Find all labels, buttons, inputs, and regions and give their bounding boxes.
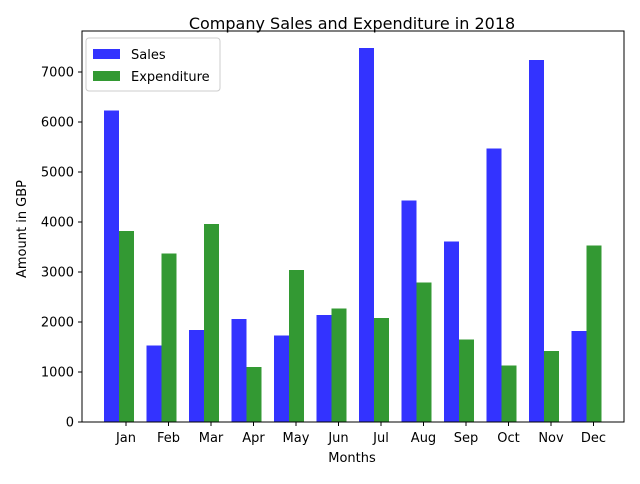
x-tick-label-jun: Jun [327, 431, 348, 446]
x-tick-label-nov: Nov [538, 431, 564, 446]
legend-swatch-sales [93, 49, 120, 59]
y-tick-label: 6000 [41, 116, 74, 131]
bar-sales-apr [232, 319, 247, 422]
chart-title: Company Sales and Expenditure in 2018 [189, 14, 515, 33]
legend-swatch-expenditure [93, 71, 120, 81]
bar-expenditure-feb [162, 254, 177, 423]
bar-expenditure-jun [332, 309, 347, 423]
x-tick-label-may: May [283, 431, 310, 446]
x-axis-label: Months [328, 451, 376, 466]
bar-sales-jan [104, 111, 119, 423]
y-tick-label: 3000 [41, 266, 74, 281]
bar-sales-jun [317, 315, 332, 422]
x-tick-label-apr: Apr [242, 431, 265, 446]
legend-label-sales: Sales [131, 48, 166, 63]
bar-sales-may [274, 336, 289, 423]
bar-expenditure-sep [459, 340, 474, 423]
bar-sales-dec [572, 331, 587, 422]
y-tick-label: 5000 [41, 166, 74, 181]
bar-expenditure-may [289, 270, 304, 422]
x-tick-label-oct: Oct [497, 431, 519, 446]
bar-sales-aug [402, 201, 417, 423]
x-tick-label-feb: Feb [157, 431, 180, 446]
y-tick-label: 1000 [41, 366, 74, 381]
x-tick-label-jul: Jul [372, 431, 389, 446]
bar-expenditure-oct [502, 366, 517, 423]
bar-sales-oct [487, 149, 502, 423]
x-tick-label-dec: Dec [581, 431, 606, 446]
bar-sales-feb [147, 346, 162, 423]
legend: Sales Expenditure [86, 38, 220, 91]
bar-sales-jul [359, 48, 374, 422]
bar-expenditure-aug [417, 283, 432, 423]
y-tick-label: 2000 [41, 316, 74, 331]
y-tick-label: 7000 [41, 66, 74, 81]
bar-expenditure-apr [247, 367, 262, 422]
y-axis-label: Amount in GBP [15, 180, 30, 278]
bar-expenditure-dec [587, 246, 602, 423]
bar-expenditure-nov [544, 351, 559, 422]
y-tick-label: 4000 [41, 216, 74, 231]
x-tick-label-mar: Mar [199, 431, 224, 446]
bar-sales-mar [189, 330, 204, 422]
x-tick-label-aug: Aug [411, 431, 436, 446]
bar-expenditure-mar [204, 224, 219, 422]
bar-expenditure-jul [374, 318, 389, 422]
bar-sales-nov [529, 60, 544, 422]
legend-label-expenditure: Expenditure [131, 70, 210, 85]
x-tick-label-sep: Sep [454, 431, 479, 446]
bar-expenditure-jan [119, 231, 134, 422]
x-tick-label-jan: Jan [115, 431, 136, 446]
bar-sales-sep [444, 242, 459, 423]
y-tick-label: 0 [66, 416, 74, 431]
